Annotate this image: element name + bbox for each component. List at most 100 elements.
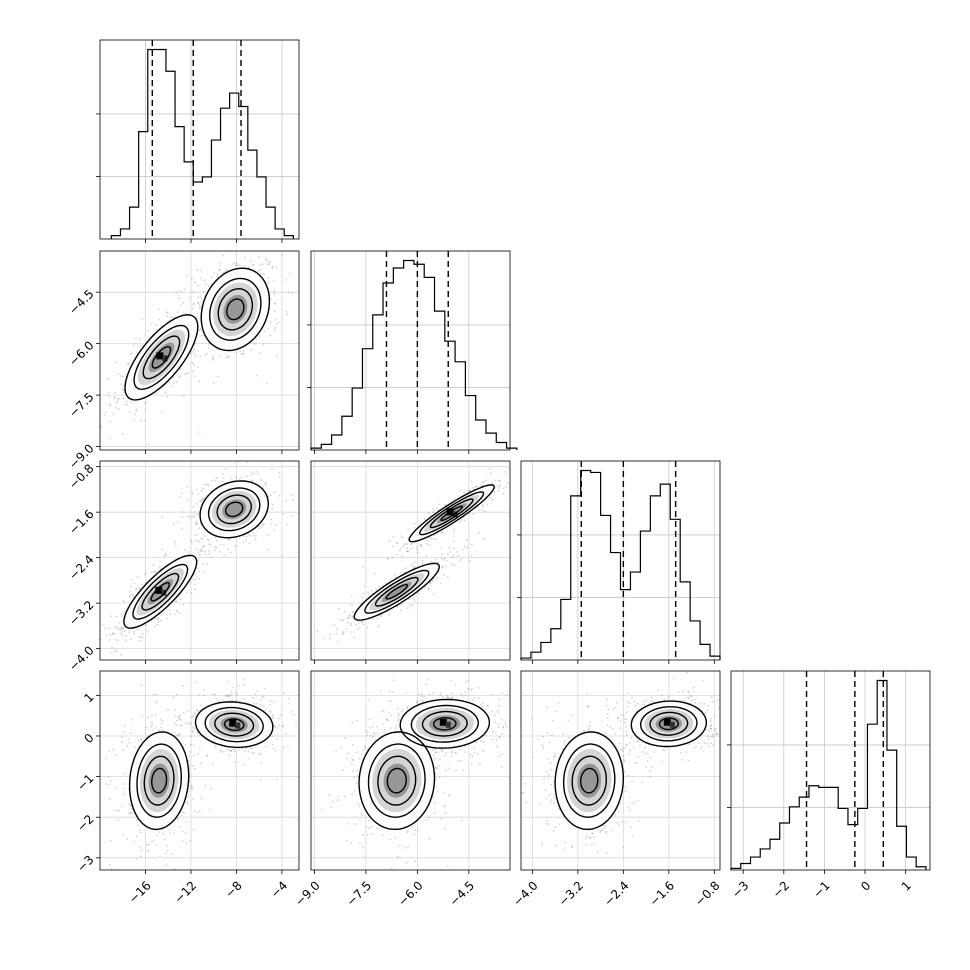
- scatter-point: [103, 414, 106, 416]
- scatter-point: [197, 302, 200, 305]
- scatter-point: [202, 290, 205, 293]
- scatter-point: [453, 564, 456, 567]
- scatter-point: [425, 542, 428, 545]
- scatter-point: [276, 778, 279, 781]
- scatter-point: [110, 615, 113, 618]
- histogram-1: [310, 259, 518, 450]
- scatter-point: [141, 636, 144, 639]
- scatter-point: [242, 350, 245, 353]
- scatter-point: [192, 829, 195, 831]
- scatter-point: [268, 710, 271, 712]
- scatter-point: [357, 803, 359, 805]
- scatter-point: [379, 615, 382, 618]
- scatter-point: [502, 492, 505, 495]
- scatter-point: [126, 745, 129, 747]
- scatter-point: [267, 263, 270, 265]
- scatter-point: [193, 574, 196, 577]
- scatter-point: [444, 565, 447, 567]
- scatter-point: [473, 746, 475, 749]
- scatter-point: [431, 749, 434, 752]
- scatter-point: [391, 691, 394, 693]
- contour-0-1: [141, 572, 180, 611]
- scatter-point: [495, 745, 498, 748]
- scatter-point: [274, 326, 277, 329]
- scatter-point: [501, 766, 504, 768]
- scatter-point: [396, 606, 399, 608]
- scatter-point: [250, 348, 253, 351]
- scatter-point: [135, 835, 138, 838]
- scatter-point: [496, 709, 499, 712]
- scatter-point: [197, 284, 200, 287]
- scatter-point: [200, 327, 202, 330]
- scatter-point: [159, 726, 162, 729]
- scatter-point: [212, 357, 214, 360]
- density-peak-b-1: [445, 721, 451, 728]
- scatter-point: [410, 564, 413, 566]
- scatter-point: [491, 693, 493, 696]
- scatter-point: [394, 727, 397, 730]
- scatter-point: [113, 626, 116, 629]
- scatter-point: [262, 343, 265, 346]
- scatter-point: [175, 291, 178, 294]
- scatter-point: [186, 591, 189, 594]
- scatter-point: [357, 775, 359, 777]
- scatter-point: [406, 547, 409, 549]
- density-fill-inner-1: [223, 294, 248, 324]
- scatter-point: [251, 471, 253, 474]
- scatter-point: [274, 726, 277, 728]
- scatter-point: [104, 411, 107, 413]
- scatter-point: [257, 270, 260, 272]
- scatter-point: [447, 553, 449, 556]
- scatter-point: [253, 473, 256, 475]
- scatter-point: [192, 726, 195, 729]
- scatter-point: [413, 599, 416, 601]
- contour-1-1: [216, 494, 252, 525]
- scatter-point: [328, 793, 330, 796]
- scatter-point: [178, 715, 181, 718]
- scatter-point: [433, 593, 435, 595]
- scatter-point: [263, 330, 266, 332]
- scatter-point: [215, 477, 218, 479]
- scatter-point: [428, 536, 431, 539]
- scatter-point: [159, 560, 162, 563]
- scatter-point: [271, 507, 274, 510]
- scatter-point: [179, 598, 182, 601]
- scatter-point: [118, 628, 121, 630]
- scatter-point: [506, 482, 509, 484]
- scatter-point: [373, 572, 376, 575]
- scatter-point: [177, 717, 180, 720]
- scatter-point: [109, 779, 112, 782]
- scatter-point: [230, 750, 233, 752]
- scatter-point: [498, 479, 501, 482]
- scatter-point: [386, 556, 389, 559]
- scatter-point: [230, 691, 233, 693]
- scatter-point: [504, 470, 507, 473]
- scatter-point: [274, 303, 277, 305]
- scatter-point: [137, 824, 139, 827]
- scatter-point: [382, 710, 385, 713]
- scatter-point: [182, 510, 185, 513]
- scatter-point: [349, 622, 352, 625]
- scatter-point: [468, 687, 470, 690]
- scatter-point: [649, 756, 652, 759]
- scatter-point: [436, 561, 439, 564]
- scatter-point: [396, 541, 399, 544]
- scatter-point: [118, 408, 120, 411]
- scatter-point: [479, 762, 481, 765]
- scatter-point: [136, 576, 139, 579]
- scatter-point: [194, 281, 196, 284]
- scatter-point: [487, 705, 489, 707]
- scatter-point: [176, 716, 179, 718]
- scatter-point: [243, 764, 246, 766]
- scatter-point: [329, 633, 331, 636]
- scatter-point: [287, 745, 289, 747]
- scatter-point: [153, 570, 156, 573]
- scatter-point: [241, 748, 244, 750]
- scatter-point: [502, 725, 504, 728]
- scatter-point: [199, 269, 202, 272]
- scatter-point: [466, 546, 469, 549]
- scatter-point: [473, 697, 475, 699]
- scatter-point: [189, 296, 191, 299]
- scatter-point: [293, 714, 295, 716]
- scatter-point: [202, 487, 204, 490]
